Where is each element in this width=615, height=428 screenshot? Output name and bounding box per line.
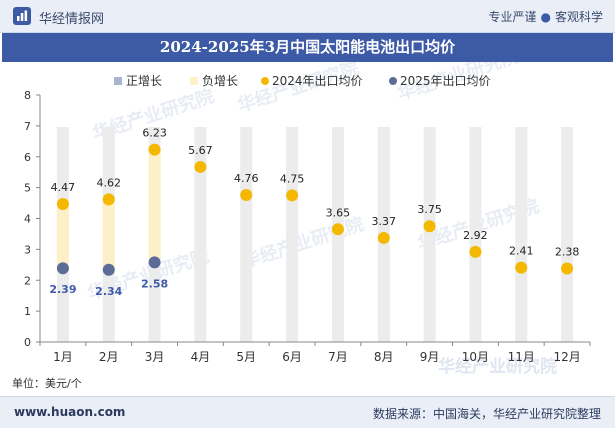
y-tick-label: 3: [24, 243, 31, 256]
x-tick-label: 1月: [53, 350, 73, 364]
watermark-text: 华经产业研究院: [438, 356, 557, 374]
bar-track: [286, 127, 299, 342]
bar-track: [423, 127, 436, 342]
watermark-text: 华经产业研究院: [240, 213, 367, 273]
tagline-right: 客观科学: [554, 10, 603, 24]
legend-label: 2024年出口均价: [272, 74, 363, 88]
title-bar: 2024-2025年3月中国太阳能电池出口均价: [2, 33, 613, 62]
data-label-2024: 4.47: [51, 181, 76, 194]
data-label-2024: 3.37: [372, 215, 397, 228]
data-label-2024: 2.41: [509, 245, 534, 258]
data-label-2024: 5.67: [188, 144, 213, 157]
point-2024: [377, 231, 390, 244]
price-chart: 华经产业研究院 华经产业研究院 华经产业研究院华经产业研究院华经产业研究院华经产业研…: [24, 62, 591, 374]
legend-label: 2025年出口均价: [400, 74, 491, 88]
footer-source: 数据来源：中国海关，华经产业研究院整理: [372, 407, 601, 421]
point-2024: [469, 245, 482, 258]
point-2025: [56, 262, 69, 275]
point-2024: [331, 223, 344, 236]
data-label-2024: 4.62: [97, 176, 122, 189]
growth-bar: [56, 203, 69, 269]
data-label-2025: 2.34: [95, 285, 122, 298]
data-label-2025: 2.58: [141, 277, 168, 290]
chart-title: 2024-2025年3月中国太阳能电池出口均价: [159, 38, 456, 56]
y-tick-label: 5: [24, 182, 31, 195]
x-tick-label: 6月: [282, 350, 302, 364]
point-2024: [194, 160, 207, 173]
y-tick-label: 2: [24, 274, 31, 287]
x-tick-label: 2月: [99, 350, 119, 364]
point-2024: [286, 189, 299, 202]
point-2024: [148, 143, 161, 156]
point-2024: [515, 261, 528, 274]
watermark-text: 华经产业研究院: [235, 62, 362, 117]
data-label-2024: 3.75: [417, 203, 442, 216]
footer-bar: www.huaon.com 数据来源：中国海关，华经产业研究院整理: [0, 396, 615, 428]
point-2025: [148, 256, 161, 269]
x-tick-label: 7月: [328, 350, 348, 364]
point-2024: [56, 197, 69, 210]
data-label-2024: 3.65: [326, 206, 351, 219]
data-label-2024: 4.75: [280, 172, 305, 185]
y-tick-label: 6: [24, 151, 31, 164]
bar-track: [515, 127, 528, 342]
x-tick-label: 9月: [420, 350, 440, 364]
x-tick-label: 10月: [462, 350, 489, 364]
legend-swatch-negative: [190, 77, 198, 85]
bar-track: [194, 127, 207, 342]
bar-track: [561, 127, 574, 342]
legend-marker-2025: [389, 77, 397, 85]
data-label-2024: 2.38: [555, 246, 580, 259]
x-tick-label: 5月: [236, 350, 256, 364]
point-2024: [240, 189, 253, 202]
y-tick-label: 7: [24, 120, 31, 133]
x-tick-label: 8月: [374, 350, 394, 364]
x-tick-label: 12月: [553, 350, 580, 364]
data-label-2024: 4.76: [234, 172, 259, 185]
x-tick-label: 11月: [508, 350, 535, 364]
y-tick-label: 8: [24, 89, 31, 102]
point-2024: [423, 220, 436, 233]
data-label-2024: 6.23: [142, 127, 167, 140]
y-tick-label: 0: [24, 336, 31, 349]
x-tick-label: 3月: [145, 350, 165, 364]
top-bar: 华经情报网 专业严谨 ● 客观科学: [0, 0, 615, 33]
tagline-dot-icon: ●: [540, 10, 551, 24]
growth-bar: [148, 149, 161, 263]
bar-track: [240, 127, 253, 342]
unit-label: 单位：美元/个: [12, 377, 82, 390]
point-2024: [102, 193, 115, 206]
legend-marker-2024: [261, 77, 269, 85]
site-name[interactable]: 华经情报网: [39, 12, 105, 27]
point-2024: [561, 262, 574, 275]
tagline: 专业严谨 ● 客观科学: [488, 8, 603, 25]
legend-swatch-positive: [114, 77, 122, 85]
point-2025: [102, 263, 115, 276]
footer-url[interactable]: www.huaon.com: [14, 405, 126, 419]
bar-track: [469, 127, 482, 342]
data-label-2024: 2.92: [463, 229, 488, 242]
legend-label: 正增长: [126, 74, 162, 88]
data-label-2025: 2.39: [49, 283, 76, 296]
x-tick-label: 4月: [191, 350, 211, 364]
huajing-logo-icon: [13, 7, 31, 25]
growth-bar: [102, 199, 115, 270]
legend-label: 负增长: [202, 74, 238, 88]
y-tick-label: 4: [24, 213, 31, 226]
tagline-left: 专业严谨: [488, 10, 537, 24]
y-tick-label: 1: [24, 305, 31, 318]
